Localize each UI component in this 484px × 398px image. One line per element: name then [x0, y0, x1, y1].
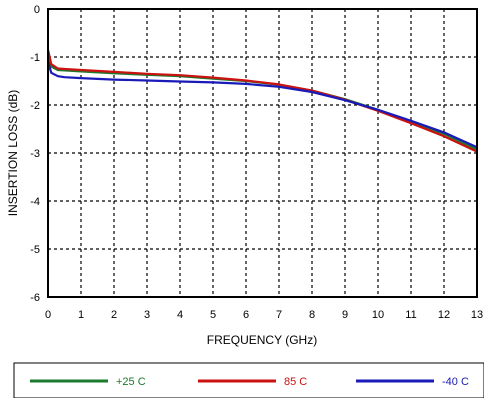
x-tick-label: 12 — [438, 309, 450, 321]
y-tick-label: 0 — [34, 4, 40, 16]
series-lines — [46, 49, 478, 153]
legend: +25 C 85 C -40 C — [30, 376, 469, 388]
legend-label: 85 C — [284, 376, 307, 388]
legend-box — [13, 362, 484, 398]
x-tick-label: 5 — [210, 309, 216, 321]
y-tick-label: -5 — [30, 244, 40, 256]
x-axis-label: FREQUENCY (GHz) — [207, 333, 317, 347]
y-tick-label: -1 — [30, 52, 40, 64]
x-tick-label: 7 — [276, 309, 282, 321]
x-tick-label: 4 — [177, 309, 183, 321]
x-tick-label: 11 — [405, 309, 416, 321]
tick-labels: 0 1 2 3 4 5 6 7 8 9 10 11 12 130-1-2-3-4-5-6 — [30, 4, 483, 321]
x-tick-label: 10 — [372, 309, 384, 321]
y-tick-label: -2 — [30, 100, 40, 112]
x-tick-label: 6 — [243, 309, 249, 321]
y-axis-label: INSERTION LOSS (dB) — [6, 90, 20, 216]
legend-label: -40 C — [442, 376, 469, 388]
x-tick-label: 13 — [471, 309, 483, 321]
x-tick-label: 9 — [342, 309, 348, 321]
plot-frame — [47, 8, 478, 298]
series-line-40c — [46, 61, 478, 149]
series-line-25c — [47, 58, 478, 151]
y-tick-label: -4 — [30, 196, 40, 208]
series-line-85c — [46, 49, 478, 153]
x-tick-label: 0 — [45, 309, 51, 321]
legend-label: +25 C — [116, 376, 146, 388]
y-tick-label: -6 — [30, 292, 40, 304]
y-tick-label: -3 — [30, 148, 40, 160]
grid-lines — [48, 9, 477, 297]
x-tick-label: 1 — [78, 309, 84, 321]
x-tick-label: 3 — [144, 309, 150, 321]
x-tick-label: 8 — [309, 309, 315, 321]
x-tick-label: 2 — [111, 309, 117, 321]
